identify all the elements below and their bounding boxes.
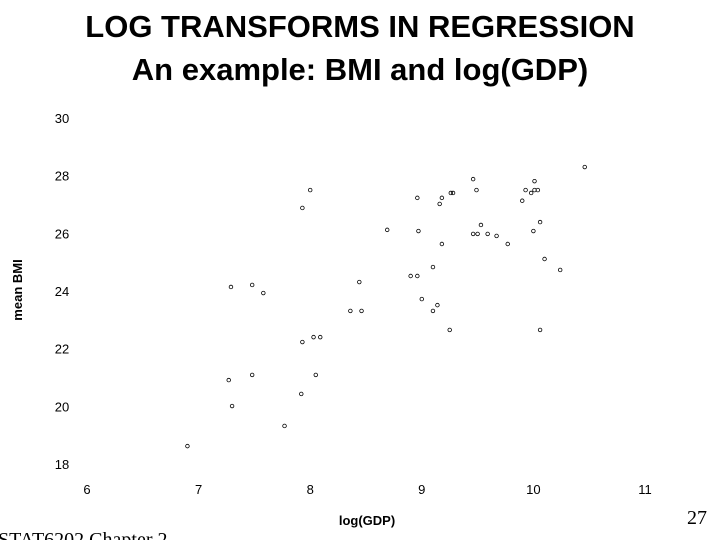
x-axis-label: log(GDP) [339,513,395,528]
y-tick-label: 20 [55,399,69,414]
point [415,273,420,279]
point [311,334,316,340]
y-tick-label: 26 [55,226,69,241]
y-tick-label: 28 [55,169,69,184]
point [430,264,436,270]
x-tick-label: 10 [526,482,540,497]
x-tick-label: 9 [418,482,425,497]
point [450,190,456,196]
y-tick-label: 24 [55,284,69,299]
point [537,219,543,225]
point [416,228,421,234]
point [415,195,420,201]
point [537,327,543,333]
point [582,164,587,170]
point [385,227,390,233]
point [408,273,413,279]
point [523,187,528,193]
point [494,233,499,239]
point [318,334,323,340]
point [249,372,255,378]
point [308,187,313,193]
point [185,443,190,449]
x-tick-label: 7 [195,482,202,497]
point [470,231,476,237]
y-tick-label: 18 [55,457,69,472]
point [474,187,479,193]
point [430,308,436,314]
point [532,178,537,184]
footer: STAT6202 Chapter 2 [0,529,168,540]
point [448,190,454,196]
point [348,308,353,314]
point [470,176,476,182]
point [439,241,445,247]
point [437,201,442,207]
page-number: 27 [687,507,707,529]
point [282,423,287,429]
point [439,195,445,201]
point [313,372,318,378]
point [300,339,305,345]
point [520,198,525,203]
point [505,241,510,247]
y-axis-label: mean BMI [10,259,25,320]
point [419,296,424,302]
point [528,190,534,196]
point [475,231,480,237]
x-tick-label: 6 [83,482,90,497]
point [226,377,231,383]
point [299,391,304,397]
y-tick-label: 22 [55,342,69,357]
point [478,222,484,228]
point [535,187,541,193]
point [357,279,362,285]
point [229,403,235,409]
x-tick-label: 11 [638,482,652,497]
point [359,308,364,314]
point [542,256,547,262]
point [485,231,490,237]
y-tick-label: 30 [55,111,69,126]
point [261,290,266,296]
slide-title: LOG TRANSFORMS IN REGRESSION [85,9,634,44]
slide-subtitle: An example: BMI and log(GDP) [132,52,588,87]
point [300,205,305,211]
point [435,302,440,308]
point [531,228,536,234]
x-tick-label: 8 [307,482,314,497]
point [557,267,563,273]
point [228,284,234,290]
point [447,327,452,333]
point [249,282,255,288]
